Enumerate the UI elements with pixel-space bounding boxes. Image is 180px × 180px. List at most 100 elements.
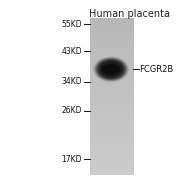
- Text: Human placenta: Human placenta: [89, 9, 170, 19]
- Ellipse shape: [100, 61, 123, 78]
- Bar: [90, 80, 134, 81]
- Bar: [90, 113, 134, 114]
- Bar: [90, 73, 134, 74]
- Bar: [90, 93, 134, 94]
- Bar: [90, 58, 134, 59]
- Bar: [90, 166, 134, 167]
- Bar: [90, 158, 134, 159]
- Bar: [90, 57, 134, 58]
- Bar: [90, 155, 134, 156]
- Ellipse shape: [108, 67, 114, 72]
- Bar: [90, 72, 134, 73]
- Bar: [90, 68, 134, 69]
- Bar: [90, 53, 134, 54]
- Bar: [90, 47, 134, 48]
- Ellipse shape: [97, 59, 125, 80]
- Bar: [90, 33, 134, 34]
- Bar: [90, 40, 134, 41]
- Bar: [90, 123, 134, 124]
- Bar: [90, 112, 134, 113]
- Ellipse shape: [98, 60, 125, 79]
- Bar: [90, 117, 134, 118]
- Bar: [90, 37, 134, 38]
- Ellipse shape: [110, 69, 112, 70]
- Bar: [90, 43, 134, 44]
- Bar: [90, 48, 134, 49]
- Bar: [90, 157, 134, 158]
- Bar: [90, 134, 134, 135]
- Bar: [90, 124, 134, 125]
- Bar: [90, 75, 134, 76]
- Text: 17KD: 17KD: [61, 155, 82, 164]
- Ellipse shape: [94, 57, 128, 82]
- Bar: [90, 131, 134, 132]
- Bar: [90, 130, 134, 131]
- Bar: [90, 46, 134, 47]
- Bar: [90, 128, 134, 129]
- Bar: [90, 141, 134, 142]
- Bar: [90, 108, 134, 109]
- Bar: [90, 170, 134, 171]
- Bar: [90, 74, 134, 75]
- Bar: [90, 76, 134, 77]
- Bar: [90, 145, 134, 146]
- Bar: [90, 162, 134, 163]
- Ellipse shape: [101, 62, 121, 76]
- Bar: [90, 84, 134, 85]
- Text: 34KD: 34KD: [61, 77, 82, 86]
- Bar: [90, 142, 134, 143]
- Text: 26KD: 26KD: [61, 106, 82, 115]
- Ellipse shape: [97, 59, 125, 79]
- Bar: [90, 59, 134, 60]
- Ellipse shape: [104, 64, 118, 75]
- Ellipse shape: [96, 59, 126, 80]
- Bar: [90, 138, 134, 139]
- Ellipse shape: [99, 60, 124, 78]
- Bar: [90, 135, 134, 136]
- Text: 43KD: 43KD: [61, 47, 82, 56]
- Bar: [90, 21, 134, 22]
- Bar: [90, 99, 134, 100]
- Bar: [90, 143, 134, 144]
- Bar: [90, 146, 134, 147]
- Bar: [90, 111, 134, 112]
- Bar: [90, 114, 134, 115]
- Bar: [90, 96, 134, 97]
- Bar: [90, 139, 134, 140]
- Bar: [90, 173, 134, 174]
- Bar: [90, 161, 134, 162]
- Bar: [90, 132, 134, 133]
- Bar: [90, 148, 134, 149]
- Text: 55KD: 55KD: [61, 20, 82, 29]
- Bar: [90, 152, 134, 153]
- Bar: [90, 71, 134, 72]
- Ellipse shape: [109, 68, 113, 71]
- Ellipse shape: [106, 66, 116, 73]
- Ellipse shape: [94, 57, 129, 82]
- Bar: [90, 105, 134, 106]
- Bar: [90, 149, 134, 150]
- Bar: [90, 98, 134, 99]
- Bar: [90, 31, 134, 32]
- Ellipse shape: [102, 63, 120, 76]
- Bar: [90, 172, 134, 173]
- Bar: [90, 115, 134, 116]
- Ellipse shape: [108, 67, 114, 71]
- Bar: [90, 129, 134, 130]
- Bar: [90, 136, 134, 137]
- Bar: [90, 30, 134, 31]
- Bar: [90, 61, 134, 62]
- Bar: [90, 87, 134, 88]
- Bar: [90, 64, 134, 65]
- Bar: [90, 18, 134, 19]
- Ellipse shape: [101, 62, 121, 76]
- Ellipse shape: [107, 66, 115, 72]
- Bar: [90, 90, 134, 91]
- Bar: [90, 38, 134, 39]
- Bar: [90, 125, 134, 126]
- Bar: [90, 160, 134, 161]
- Bar: [90, 107, 134, 108]
- Bar: [90, 41, 134, 42]
- Bar: [90, 110, 134, 111]
- Bar: [90, 52, 134, 53]
